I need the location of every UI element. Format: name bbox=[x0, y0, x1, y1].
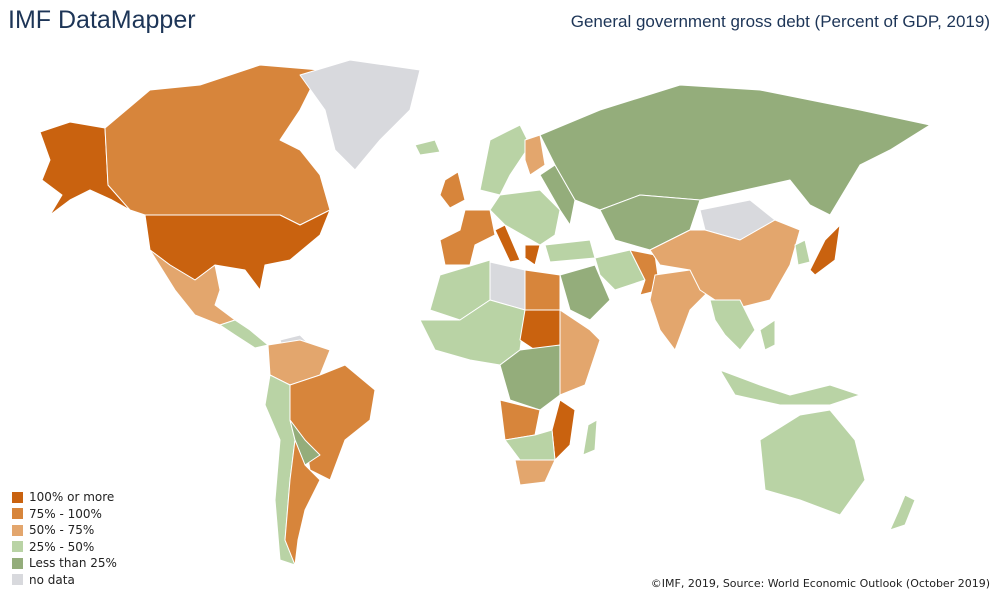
legend-label: 100% or more bbox=[29, 490, 115, 505]
region-france-spain[interactable] bbox=[439, 209, 496, 266]
legend-item: 25% - 50% bbox=[12, 539, 117, 556]
region-indonesia[interactable] bbox=[719, 369, 861, 406]
region-south-africa[interactable] bbox=[514, 459, 556, 486]
legend-label: 25% - 50% bbox=[29, 539, 95, 554]
region-argentina[interactable] bbox=[284, 439, 321, 566]
legend-item: Less than 25% bbox=[12, 555, 117, 572]
region-madagascar[interactable] bbox=[582, 419, 598, 456]
region-canada[interactable] bbox=[104, 64, 331, 226]
region-central-africa[interactable] bbox=[499, 344, 561, 411]
region-new-zealand[interactable] bbox=[889, 494, 916, 531]
region-russia[interactable] bbox=[539, 84, 931, 216]
region-southeast-asia[interactable] bbox=[709, 299, 776, 351]
region-southern-africa[interactable] bbox=[504, 429, 556, 461]
region-central-europe[interactable] bbox=[489, 189, 561, 246]
legend-label: 75% - 100% bbox=[29, 506, 102, 521]
legend-swatch bbox=[12, 508, 23, 520]
region-central-america[interactable] bbox=[219, 319, 269, 349]
region-korea[interactable] bbox=[794, 239, 811, 266]
region-finland[interactable] bbox=[524, 134, 546, 176]
region-china[interactable] bbox=[649, 219, 801, 311]
region-east-africa[interactable] bbox=[559, 309, 601, 396]
legend-item: 100% or more bbox=[12, 489, 117, 506]
region-greenland[interactable] bbox=[299, 59, 421, 171]
region-scandinavia[interactable] bbox=[479, 124, 531, 196]
region-iran[interactable] bbox=[594, 249, 646, 291]
region-japan[interactable] bbox=[809, 224, 841, 276]
legend-swatch bbox=[12, 491, 23, 503]
region-eastern-europe[interactable] bbox=[539, 164, 576, 226]
region-sudan[interactable] bbox=[519, 309, 566, 351]
legend-swatch bbox=[12, 524, 23, 536]
region-pakistan[interactable] bbox=[629, 249, 661, 296]
legend-swatch bbox=[12, 541, 23, 553]
region-bolivia-paraguay[interactable] bbox=[289, 419, 321, 466]
legend-item: 50% - 75% bbox=[12, 522, 117, 539]
region-egypt[interactable] bbox=[524, 269, 561, 311]
legend-swatch bbox=[12, 557, 23, 569]
region-mexico[interactable] bbox=[149, 249, 236, 326]
region-turkey[interactable] bbox=[544, 239, 596, 263]
source-credit: ©IMF, 2019, Source: World Economic Outlo… bbox=[650, 577, 990, 590]
legend-item: 75% - 100% bbox=[12, 506, 117, 523]
region-italy-greece[interactable] bbox=[494, 224, 541, 266]
legend-label: Less than 25% bbox=[29, 556, 117, 571]
region-iceland[interactable] bbox=[414, 139, 441, 156]
legend-item: no data bbox=[12, 572, 117, 589]
region-middle-east[interactable] bbox=[559, 264, 611, 321]
map-title: General government gross debt (Percent o… bbox=[570, 12, 990, 31]
region-australia[interactable] bbox=[759, 409, 866, 516]
region-uk[interactable] bbox=[439, 171, 466, 209]
legend-label: no data bbox=[29, 572, 75, 587]
legend-swatch bbox=[12, 574, 23, 586]
region-mozambique[interactable] bbox=[551, 399, 576, 461]
legend-label: 50% - 75% bbox=[29, 523, 95, 538]
legend: 100% or more 75% - 100% 50% - 75% 25% - … bbox=[12, 489, 117, 588]
app-title: IMF DataMapper bbox=[8, 6, 196, 34]
